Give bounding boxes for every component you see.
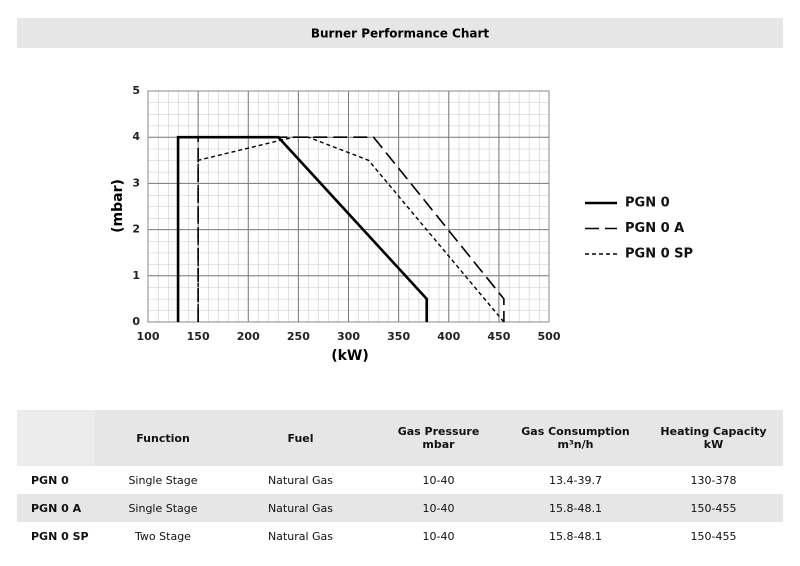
x-tick-label: 400 bbox=[437, 330, 460, 343]
y-tick-label: 5 bbox=[132, 84, 140, 97]
header-line: kW bbox=[703, 438, 724, 451]
row-label: PGN 0 SP bbox=[31, 529, 89, 543]
series-line bbox=[197, 136, 505, 323]
x-tick-label: 500 bbox=[538, 330, 561, 343]
chart-title: Burner Performance Chart bbox=[311, 27, 490, 41]
spec-table: Function Fuel Gas Pressure mbar Gas Consumpt… bbox=[17, 410, 783, 550]
legend-label: PGN 0 A bbox=[625, 221, 684, 236]
x-tick-label: 300 bbox=[337, 330, 360, 343]
table-cell: Natural Gas bbox=[231, 494, 370, 522]
x-tick-label: 350 bbox=[387, 330, 410, 343]
x-tick-label: 200 bbox=[237, 330, 260, 343]
x-axis-label: (kW) bbox=[331, 348, 369, 364]
x-tick-label: 100 bbox=[137, 330, 160, 343]
column-header: Gas Consumption m³n/h bbox=[507, 410, 644, 466]
table-row: PGN 0 SP Two Stage Natural Gas 10-40 15.8-48… bbox=[17, 522, 783, 550]
table-cell: 13.4-39.7 bbox=[549, 473, 602, 487]
header-line: m³n/h bbox=[557, 438, 594, 451]
column-header: Fuel bbox=[231, 410, 370, 466]
table-cell: Two Stage bbox=[135, 529, 191, 543]
table-cell: Single Stage bbox=[95, 494, 231, 522]
table-cell: Natural Gas bbox=[267, 529, 334, 543]
row-label: PGN 0 bbox=[31, 473, 69, 487]
chart: Burner Performance Chart (kW) (mbar) 100… bbox=[17, 18, 783, 364]
plot-frame bbox=[147, 90, 550, 323]
legend-label: PGN 0 bbox=[625, 196, 670, 211]
header-corner bbox=[17, 410, 95, 466]
header-line: Gas Pressure bbox=[397, 425, 480, 438]
header-line: Fuel bbox=[287, 431, 314, 445]
x-tick-label: 150 bbox=[187, 330, 210, 343]
y-tick-label: 3 bbox=[132, 176, 140, 189]
header-line: Heating Capacity bbox=[660, 425, 767, 438]
table-row: PGN 0 A Single Stage Natural Gas 10-40 15.8-… bbox=[17, 494, 783, 522]
y-tick-label: 0 bbox=[132, 315, 140, 328]
row-label: PGN 0 A bbox=[17, 494, 95, 522]
table-cell: 15.8-48.1 bbox=[549, 529, 602, 543]
y-tick-label: 2 bbox=[132, 223, 140, 236]
table-row: PGN 0 Single Stage Natural Gas 10-40 13.4-39… bbox=[17, 466, 783, 494]
table-cell: 150-455 bbox=[644, 494, 783, 522]
header-line: Gas Consumption bbox=[521, 425, 630, 438]
table-cell: 10-40 bbox=[422, 529, 455, 543]
table-cell: 130-378 bbox=[690, 473, 737, 487]
header-line: Function bbox=[136, 431, 190, 445]
header-line: mbar bbox=[422, 438, 455, 451]
table-cell: 150-455 bbox=[690, 529, 737, 543]
table-cell: Natural Gas bbox=[267, 473, 334, 487]
legend-label: PGN 0 SP bbox=[625, 247, 693, 262]
table-cell: 15.8-48.1 bbox=[507, 494, 644, 522]
title-bar bbox=[17, 18, 783, 48]
table-cell: 10-40 bbox=[422, 473, 455, 487]
table-cell: Single Stage bbox=[128, 473, 198, 487]
y-axis-label: (mbar) bbox=[110, 179, 126, 233]
table-cell: 10-40 bbox=[370, 494, 507, 522]
column-header: Function bbox=[95, 410, 231, 466]
column-header: Heating Capacity kW bbox=[644, 410, 783, 466]
y-tick-label: 1 bbox=[132, 269, 140, 282]
series-line bbox=[197, 136, 505, 322]
column-header: Gas Pressure mbar bbox=[370, 410, 507, 466]
x-tick-label: 450 bbox=[487, 330, 510, 343]
y-tick-label: 4 bbox=[132, 130, 140, 143]
x-tick-label: 250 bbox=[287, 330, 310, 343]
